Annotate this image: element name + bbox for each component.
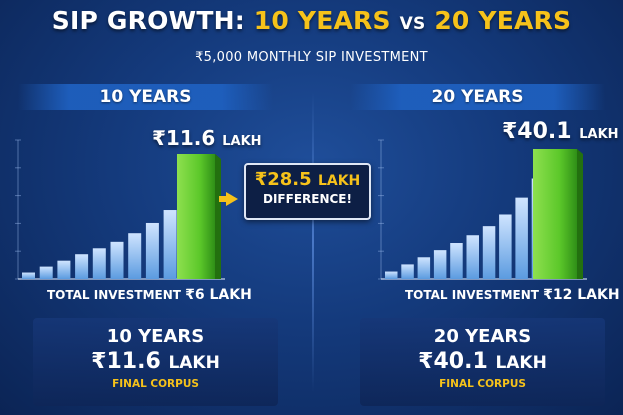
right-bar-3 [417, 257, 431, 279]
left-peak-amount: ₹11.6 [152, 126, 216, 150]
left-bar-9 [163, 210, 177, 279]
difference-arrow-tail [219, 196, 227, 202]
title-right-period: 20 YEARS [434, 6, 572, 35]
right-final-corpus-caption: FINAL CORPUS [439, 378, 526, 390]
left-final-bar-side [215, 154, 221, 279]
left-total-investment-label: TOTAL INVESTMENT [47, 288, 181, 302]
left-bar-7 [128, 233, 142, 279]
right-bar-2 [401, 264, 414, 279]
left-bar-3 [57, 260, 71, 279]
left-chart-title: 10 YEARS [18, 84, 273, 110]
left-bar-1 [22, 272, 35, 279]
left-final-bar [177, 154, 215, 279]
page-title: SIP GROWTH: 10 YEARS VS 20 YEARS [0, 6, 623, 35]
left-bar-2 [39, 266, 53, 279]
right-corpus-amount: ₹40.1 [418, 349, 488, 374]
difference-amount-row: ₹28.5 LAKH [246, 169, 369, 190]
right-corpus-unit: LAKH [495, 353, 547, 373]
right-total-investment-value: ₹12 LAKH [543, 287, 620, 303]
left-summary-years: 10 YEARS [106, 326, 205, 347]
right-bar-9 [515, 197, 528, 279]
right-chart-title: 20 YEARS [350, 84, 605, 110]
right-peak-amount: ₹40.1 [502, 119, 572, 144]
right-bar-6 [466, 235, 479, 279]
title-prefix: SIP GROWTH: [51, 6, 245, 35]
subtitle: ₹5,000 MONTHLY SIP INVESTMENT [195, 50, 428, 65]
right-bar-1 [385, 271, 398, 279]
left-bar-4 [75, 254, 89, 279]
left-bar-6 [110, 241, 124, 279]
center-divider [312, 92, 314, 392]
difference-unit: LAKH [317, 173, 361, 189]
title-vs: VS [399, 14, 426, 34]
left-final-corpus-caption: FINAL CORPUS [112, 378, 199, 390]
right-bar-4 [433, 250, 447, 279]
difference-arrow-icon [226, 192, 238, 206]
left-total-investment: TOTAL INVESTMENT ₹6 LAKH [47, 287, 252, 303]
left-summary-corpus: ₹11.6 LAKH [33, 349, 278, 374]
right-total-investment-label: TOTAL INVESTMENT [405, 288, 539, 302]
left-summary-box: 10 YEARS ₹11.6 LAKH FINAL CORPUS [33, 318, 278, 406]
left-peak-label: ₹11.6 LAKH [152, 126, 262, 150]
right-final-bar [533, 149, 577, 279]
right-peak-label: ₹40.1 LAKH [502, 119, 619, 144]
left-bar-5 [92, 248, 106, 279]
right-summary-box: 20 YEARS ₹40.1 LAKH FINAL CORPUS [360, 318, 605, 406]
left-total-investment-value: ₹6 LAKH [185, 287, 252, 303]
right-bar-5 [450, 243, 463, 279]
left-corpus-amount: ₹11.6 [91, 349, 161, 374]
right-total-investment: TOTAL INVESTMENT ₹12 LAKH [405, 287, 620, 303]
right-bar-7 [482, 226, 496, 279]
right-peak-unit: LAKH [579, 127, 619, 142]
left-corpus-unit: LAKH [168, 353, 220, 373]
difference-callout: ₹28.5 LAKH DIFFERENCE! [244, 163, 371, 220]
right-final-bar-side [577, 149, 583, 279]
difference-label: DIFFERENCE! [263, 192, 352, 206]
title-left-period: 10 YEARS [253, 6, 391, 35]
difference-amount: ₹28.5 [254, 169, 312, 190]
right-summary-corpus: ₹40.1 LAKH [360, 349, 605, 374]
left-bar-8 [145, 222, 159, 279]
right-summary-years: 20 YEARS [433, 326, 532, 347]
right-bar-8 [499, 214, 512, 279]
left-peak-unit: LAKH [222, 134, 262, 149]
